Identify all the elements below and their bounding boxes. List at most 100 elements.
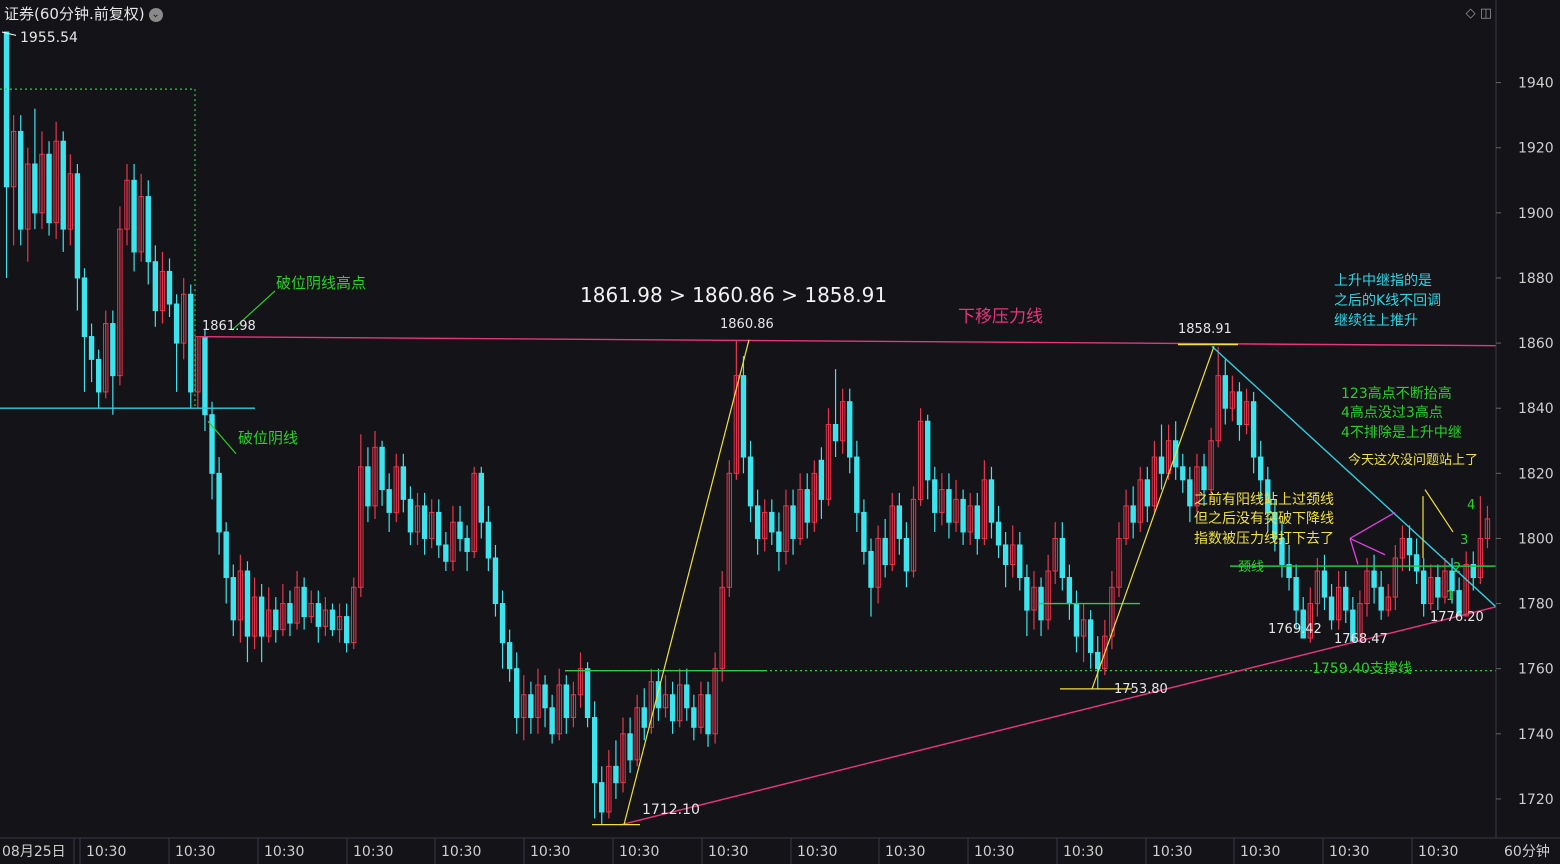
candle-body: [1073, 603, 1080, 637]
candle-body: [1371, 570, 1377, 588]
window-icons: ◇ ◫: [1466, 6, 1492, 21]
candle-body: [1385, 596, 1391, 611]
x-tick-label: 10:30: [708, 844, 748, 860]
label-relay-1: 上升中继指的是: [1334, 273, 1432, 289]
candle-body: [613, 765, 619, 784]
y-tick-label: 1940: [1518, 76, 1554, 92]
candle-body: [506, 642, 513, 670]
x-tick-label: 10:30: [175, 844, 215, 860]
chevron-down-icon[interactable]: ⌄: [148, 7, 163, 22]
candle-body: [1215, 375, 1221, 442]
label-today: 今天这次没问题站上了: [1348, 452, 1478, 468]
candle-body: [1364, 570, 1370, 605]
candle-body: [570, 694, 577, 719]
candle-body: [273, 609, 279, 631]
candle-body: [1307, 603, 1314, 639]
candle-body: [1286, 563, 1292, 579]
candle-body: [400, 466, 407, 500]
candle-body: [967, 505, 973, 533]
candle-body: [832, 423, 839, 442]
candle-body: [1250, 401, 1257, 458]
candle-body: [258, 596, 265, 637]
candle-body: [81, 277, 88, 338]
label-123-1: 123高点不断抬高: [1341, 385, 1452, 402]
yellow-arrow-2: [1424, 489, 1454, 533]
magenta-arrow-2: [1349, 537, 1386, 556]
x-tick-label: 10:30: [441, 844, 481, 860]
candle-body: [464, 537, 470, 552]
candle-body: [932, 479, 938, 513]
candle-body: [599, 782, 605, 813]
candle-body: [60, 140, 66, 230]
candle-body: [591, 717, 598, 784]
x-tick-label: 10:30: [86, 844, 126, 860]
y-tick-label: 1800: [1518, 531, 1554, 547]
candle-body: [25, 163, 31, 230]
candle-body: [421, 505, 428, 539]
candle-body: [39, 153, 45, 214]
candle-body: [584, 668, 591, 719]
candle-body: [152, 261, 159, 312]
candle-body: [188, 293, 194, 393]
candle-body: [811, 472, 818, 523]
candle-body: [776, 531, 782, 552]
candle-body: [896, 505, 903, 539]
candle-body: [889, 505, 895, 565]
label-before-2: 但之后没有突破下降线: [1194, 511, 1334, 527]
panel-toggle-icon[interactable]: ◫: [1479, 6, 1492, 21]
candle-body: [485, 521, 492, 559]
candle-body: [1484, 518, 1491, 539]
x-tick-label: 10:30: [530, 844, 570, 860]
candle-body: [669, 694, 676, 722]
candle-body: [1201, 466, 1207, 491]
candle-body: [1187, 479, 1193, 507]
candle-body: [358, 466, 364, 588]
chart-title-text: 证券(60分钟.前复权): [4, 5, 145, 23]
candle-body: [528, 694, 534, 719]
candle-body: [754, 505, 761, 539]
candle-body: [606, 765, 612, 813]
candle-body: [960, 498, 966, 533]
diamond-icon[interactable]: ◇: [1465, 6, 1476, 21]
label-breakdown-high: 破位阴线高点: [276, 274, 366, 292]
resistance-line: [199, 335, 1497, 347]
candle-body: [216, 472, 222, 533]
candle-body: [1116, 537, 1122, 588]
label-relay-2: 之后的K线不回调: [1334, 293, 1441, 309]
candle-body: [1477, 537, 1484, 579]
candle-body: [762, 511, 768, 539]
candle-body: [1243, 401, 1250, 425]
label-support: 1759.40支撑线: [1312, 661, 1412, 677]
label-123-2: 4高点没过3高点: [1341, 404, 1443, 421]
candle-body: [946, 489, 952, 523]
candle-body: [1144, 479, 1151, 507]
candle-body: [655, 681, 662, 709]
candle-body: [322, 609, 329, 627]
x-tick-label: 10:30: [885, 844, 925, 860]
candle-body: [301, 586, 307, 618]
label-low-e: 1776.20: [1430, 610, 1484, 625]
candle-body: [1002, 544, 1009, 565]
candle-body: [386, 489, 392, 513]
candle-body: [1208, 440, 1214, 491]
label-n1: 1: [1446, 589, 1454, 604]
candle-body: [223, 531, 229, 579]
candle-layer: [3, 31, 1491, 825]
candle-body: [1236, 391, 1243, 425]
candle-body: [379, 446, 385, 491]
label-high-a: 1861.98: [202, 319, 256, 334]
candle-body: [847, 401, 853, 458]
candle-body: [1406, 537, 1413, 556]
candle-body: [719, 586, 725, 670]
candle-body: [1031, 586, 1037, 611]
candle-body: [875, 537, 881, 588]
y-tick-label: 1820: [1518, 466, 1554, 482]
candle-body: [641, 707, 647, 728]
candle-body: [110, 323, 116, 377]
candle-body: [88, 336, 95, 360]
yellow-up-1: [623, 339, 750, 825]
candle-body: [1428, 577, 1434, 605]
candle-body: [1130, 505, 1136, 523]
candle-body: [1293, 577, 1299, 611]
